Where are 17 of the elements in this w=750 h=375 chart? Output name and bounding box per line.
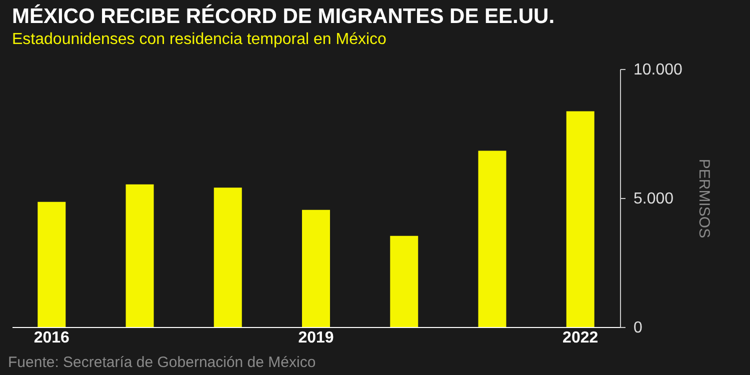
y-axis-title: PERMISOS (695, 158, 712, 238)
x-tick-label: 2022 (562, 330, 598, 346)
bar (390, 236, 418, 327)
y-tick-label: 10.000 (634, 62, 683, 78)
y-tick-label: 0 (634, 320, 642, 336)
x-tick-label: 2016 (34, 330, 70, 346)
bar (566, 111, 594, 327)
source-note: Fuente: Secretaría de Gobernación de México (8, 354, 316, 371)
bar (302, 210, 330, 327)
bar (478, 150, 506, 327)
x-tick-label: 2019 (298, 330, 334, 346)
bar (38, 202, 66, 327)
y-tick-label: 5.000 (634, 190, 674, 208)
bar (214, 188, 242, 327)
chart-subtitle: Estadounidenses con residencia temporal en México (12, 31, 387, 48)
chart-title: MÉXICO RECIBE RÉCORD DE MIGRANTES DE EE.UU. (12, 4, 555, 28)
bar (126, 184, 154, 327)
